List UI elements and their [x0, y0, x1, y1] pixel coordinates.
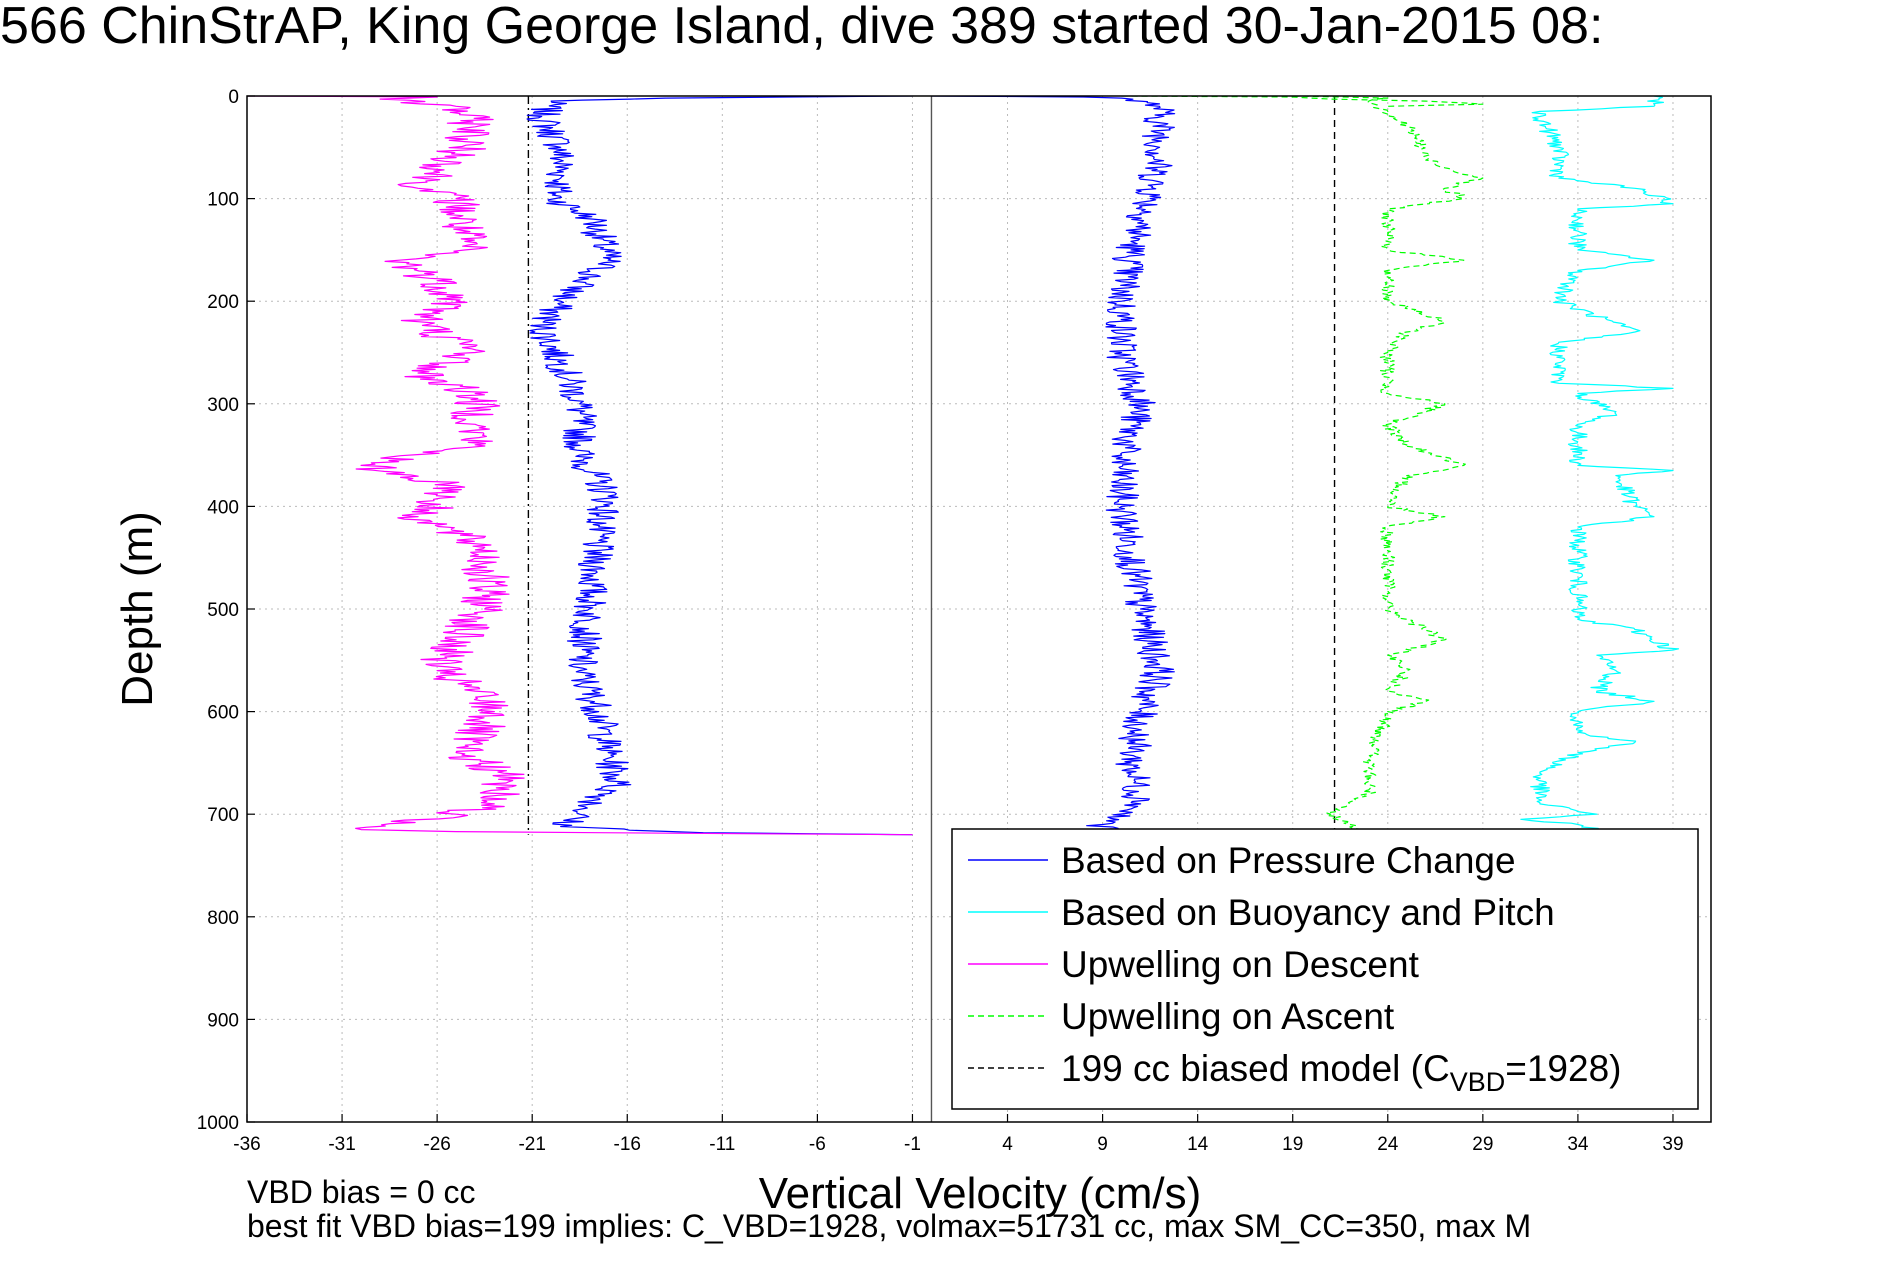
x-tick-label: -36 [233, 1134, 260, 1155]
reference-lines [527, 96, 1336, 1122]
legend-label: Based on Pressure Change [1061, 840, 1516, 881]
y-tick-label: 100 [207, 190, 239, 211]
legend-label: Upwelling on Descent [1061, 944, 1420, 985]
y-tick-label: 600 [207, 703, 239, 724]
y-tick-label: 1000 [197, 1113, 239, 1134]
legend-label: Based on Buoyancy and Pitch [1061, 892, 1555, 933]
x-tick-label: -1 [904, 1134, 921, 1155]
legend-label-suffix: =1928) [1505, 1048, 1621, 1089]
series-line [931, 96, 1176, 836]
x-tick-label: 24 [1377, 1134, 1399, 1155]
y-tick-label: 300 [207, 395, 239, 416]
series-line [247, 96, 913, 836]
legend-label-text: Upwelling on Ascent [1061, 996, 1395, 1037]
legend-label-text: Upwelling on Descent [1061, 944, 1420, 985]
legend-label: 199 cc biased model (CVBD=1928) [1061, 1048, 1621, 1097]
x-tick-label: 39 [1662, 1134, 1683, 1155]
y-axis-label: Depth (m) [113, 511, 162, 707]
chart-title: 566 ChinStrAP, King George Island, dive … [0, 0, 1604, 55]
y-tick-label: 0 [228, 87, 239, 108]
x-tick-label: -11 [709, 1134, 735, 1155]
x-tick-label: 9 [1097, 1134, 1108, 1155]
y-tick-label: 800 [207, 908, 239, 929]
legend: Based on Pressure Change Based on Buoyanc… [951, 828, 1699, 1110]
axis-ticks: -36 -31 -26 -21 -16 -11 -6 -1 4 9 14 19 24 29 34 39 0 100… [197, 87, 1684, 1155]
data-series [247, 96, 1680, 836]
x-tick-label: 19 [1282, 1134, 1303, 1155]
legend-label-text: 199 cc biased model (C [1061, 1048, 1450, 1089]
legend-label-subscript: VBD [1450, 1067, 1506, 1097]
x-tick-label: -31 [328, 1134, 355, 1155]
x-tick-label: -16 [614, 1134, 641, 1155]
x-tick-label: 29 [1472, 1134, 1493, 1155]
y-tick-label: 200 [207, 292, 239, 313]
y-tick-label: 400 [207, 497, 239, 518]
x-tick-label: -21 [518, 1134, 545, 1155]
vbd-bias-note: VBD bias = 0 cc [247, 1174, 476, 1210]
y-tick-label: 500 [207, 600, 239, 621]
legend-label-text: Based on Buoyancy and Pitch [1061, 892, 1555, 933]
series-line [526, 96, 913, 836]
legend-box [951, 828, 1699, 1110]
x-tick-label: -26 [423, 1134, 450, 1155]
y-tick-label: 900 [207, 1010, 239, 1031]
series-line [1292, 96, 1484, 835]
x-tick-label: -6 [809, 1134, 826, 1155]
best-fit-note: best fit VBD bias=199 implies: C_VBD=192… [247, 1208, 1532, 1244]
y-tick-label: 700 [207, 805, 239, 826]
x-tick-label: 4 [1002, 1134, 1013, 1155]
legend-label: Upwelling on Ascent [1061, 996, 1395, 1037]
legend-label-text: Based on Pressure Change [1061, 840, 1516, 881]
x-tick-label: 14 [1187, 1134, 1209, 1155]
x-axis-label: Vertical Velocity (cm/s) [759, 1169, 1202, 1218]
x-tick-label: 34 [1567, 1134, 1589, 1155]
series-line [1121, 96, 1484, 107]
series-line [1520, 96, 1680, 831]
